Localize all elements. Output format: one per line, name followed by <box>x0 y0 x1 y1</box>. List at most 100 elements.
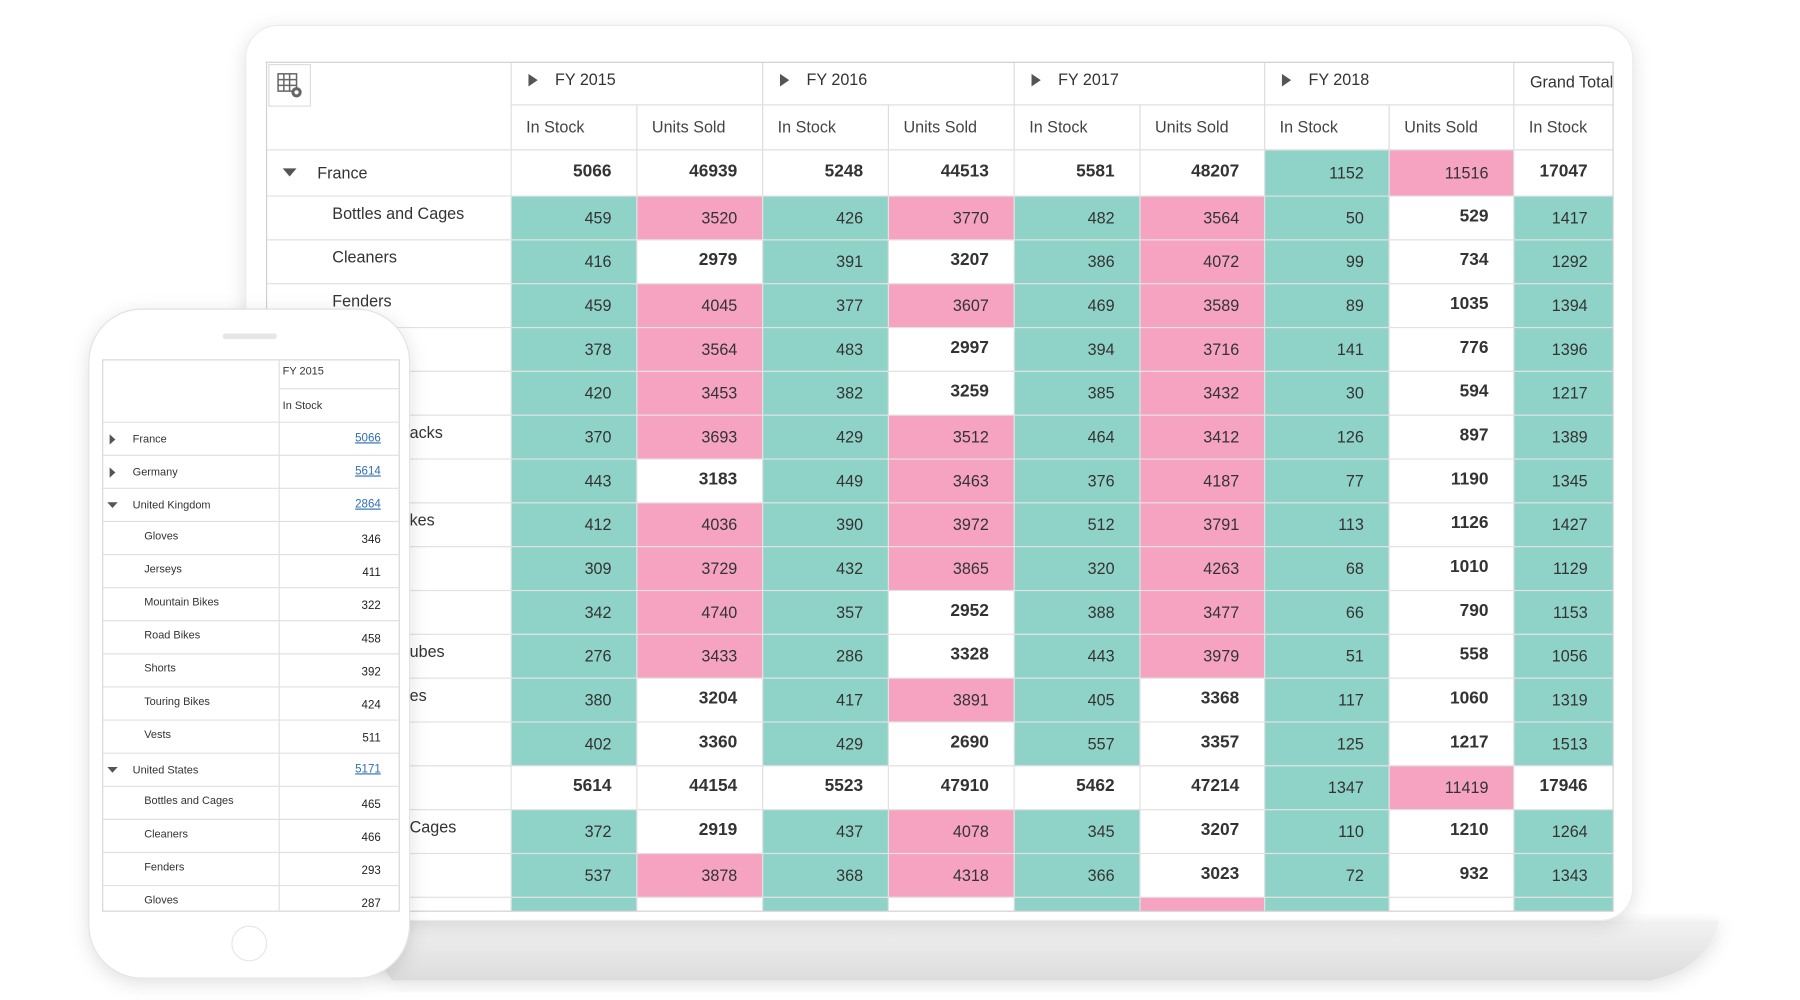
collapse-icon[interactable] <box>107 502 118 508</box>
cell-value: 385 <box>1088 385 1115 403</box>
cell-value: 3716 <box>1203 341 1239 359</box>
column-header-label: FY 2017 <box>1058 71 1119 89</box>
value-cell <box>1139 326 1266 372</box>
cell-value: 1345 <box>1552 472 1588 490</box>
expand-icon[interactable] <box>109 434 116 445</box>
cell-value: 3477 <box>1203 604 1239 622</box>
expand-icon[interactable] <box>1281 73 1292 87</box>
value-cell <box>1139 502 1266 548</box>
cell-value: 459 <box>585 297 612 315</box>
expand-icon[interactable] <box>780 73 790 87</box>
phone-value-link[interactable]: 5614 <box>355 465 381 477</box>
value-cell <box>636 195 764 241</box>
phone-value: 346 <box>362 534 381 546</box>
value-cell <box>1388 633 1515 679</box>
pivot-table: FY 2015 In Stock Units Sold FY 2016 In Stock… <box>266 62 1614 912</box>
cell-value: 3589 <box>1203 297 1239 315</box>
cell-value: 125 <box>1337 735 1364 753</box>
value-cell <box>762 633 890 679</box>
cell-value: 2919 <box>699 819 737 839</box>
cell-value: 286 <box>836 648 863 666</box>
value-cell <box>887 239 1015 285</box>
phone-row-label: United Kingdom <box>133 500 211 512</box>
value-cell <box>1388 502 1515 548</box>
laptop-base <box>346 920 1720 981</box>
expand-icon[interactable] <box>528 73 538 87</box>
value-cell <box>887 677 1015 723</box>
value-cell <box>1513 852 1614 898</box>
value-cell <box>510 149 638 197</box>
value-cell <box>636 283 764 329</box>
cell-value: 1427 <box>1552 516 1588 534</box>
cell-value: 932 <box>1460 863 1489 883</box>
cell-value: 345 <box>1088 823 1115 841</box>
cell-value: 1347 <box>1328 779 1364 797</box>
value-cell <box>1264 326 1390 372</box>
value-cell <box>636 458 764 504</box>
value-cell <box>887 283 1015 329</box>
grid-settings-icon[interactable] <box>268 64 311 107</box>
cell-value: 558 <box>1460 644 1489 664</box>
cell-value: 464 <box>1088 429 1115 447</box>
cell-value: 357 <box>836 604 863 622</box>
value-cell <box>1513 589 1614 635</box>
value-cell <box>510 283 638 329</box>
value-cell <box>1013 633 1141 679</box>
expand-icon[interactable] <box>109 467 116 478</box>
cell-value: 30 <box>1346 385 1364 403</box>
phone-column-header: FY 2015 <box>283 365 324 377</box>
phone-row-label: Cleaners <box>144 828 188 840</box>
value-cell <box>762 896 890 912</box>
cell-value: 378 <box>585 341 612 359</box>
value-cell <box>1139 721 1266 767</box>
value-cell <box>887 633 1015 679</box>
cell-value: 3891 <box>953 692 989 710</box>
cell-value: 4036 <box>701 516 737 534</box>
cell-value: 17047 <box>1540 160 1588 180</box>
cell-value: 376 <box>1088 472 1115 490</box>
cell-value: 2997 <box>950 337 988 357</box>
value-cell <box>887 458 1015 504</box>
cell-value: 66 <box>1346 604 1364 622</box>
cell-value: 402 <box>585 735 612 753</box>
collapse-icon[interactable] <box>282 168 297 177</box>
phone-value-link[interactable]: 2864 <box>355 499 381 511</box>
value-cell <box>887 765 1015 811</box>
phone-value: 458 <box>362 633 381 645</box>
value-cell <box>1513 195 1614 241</box>
cell-value: 1152 <box>1329 164 1364 182</box>
value-cell <box>1513 149 1614 197</box>
phone-value: 322 <box>362 600 381 612</box>
value-cell <box>1388 896 1515 912</box>
phone-home-button[interactable] <box>231 925 268 962</box>
phone-row-label: Gloves <box>144 530 179 542</box>
row-label: ubes <box>410 643 445 661</box>
column-header-label: FY 2016 <box>807 71 868 89</box>
value-cell <box>1388 326 1515 372</box>
cell-value: 77 <box>1346 472 1364 490</box>
row-label: Bottles and Cages <box>332 205 464 223</box>
phone-value: 465 <box>362 799 381 811</box>
phone-value-link[interactable]: 5171 <box>355 763 381 775</box>
value-cell <box>1013 852 1141 898</box>
expand-icon[interactable] <box>1031 73 1041 87</box>
phone-value-link[interactable]: 5066 <box>355 432 381 444</box>
cell-value: 4187 <box>1203 472 1239 490</box>
value-cell <box>1013 239 1141 285</box>
column-header <box>510 62 764 106</box>
cell-value: 416 <box>585 253 612 271</box>
phone-row-label: Road Bikes <box>144 630 200 642</box>
value-cell <box>762 458 890 504</box>
value-cell <box>1388 195 1515 241</box>
collapse-icon[interactable] <box>107 767 118 773</box>
value-cell <box>1139 633 1266 679</box>
row-header <box>266 149 512 197</box>
value-cell <box>636 370 764 416</box>
measure-header <box>1264 104 1390 151</box>
cell-value: 368 <box>836 867 863 885</box>
cell-value: 51 <box>1346 648 1364 666</box>
cell-value: 1513 <box>1552 735 1588 753</box>
cell-value: 426 <box>836 209 863 227</box>
cell-value: 1129 <box>1553 560 1588 578</box>
